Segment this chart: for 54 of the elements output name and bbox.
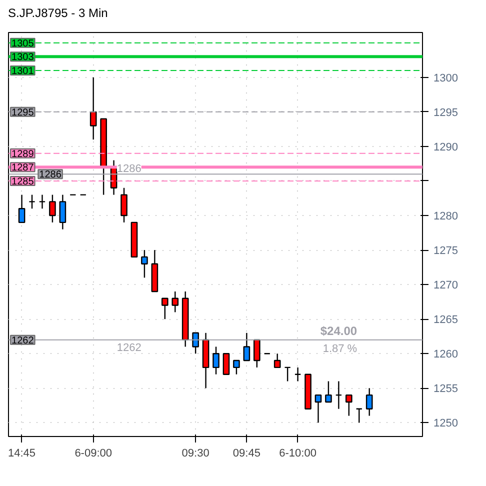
y-tick-label: 1270	[434, 280, 458, 292]
x-tick-label: 6-10:00	[279, 448, 316, 460]
y-tick-label: 1250	[434, 418, 458, 430]
ref-line-label: 1303	[12, 52, 34, 64]
candlestick	[356, 408, 363, 424]
candlestick	[18, 194, 26, 224]
candlestick	[192, 332, 199, 354]
ref-line-label: 1301	[12, 66, 34, 77]
chart-title: S.JP.J8795 - 3 Min	[8, 5, 108, 22]
ref-line-label: 1295	[12, 107, 34, 118]
y-tick-label: 1260	[434, 348, 458, 361]
candlestick	[345, 394, 352, 416]
ref-line-label: 1262	[12, 335, 34, 346]
ref-line-label: 1285	[12, 176, 34, 188]
candlestick	[243, 332, 250, 362]
candlestick	[325, 380, 332, 403]
annotation: 1.87 %	[322, 342, 358, 355]
annotation: 1286	[116, 163, 142, 176]
candlestick	[28, 194, 36, 210]
candlestick	[294, 366, 302, 382]
y-tick-label: 1300	[434, 72, 458, 84]
candlestick	[161, 298, 168, 320]
candlestick	[141, 249, 148, 278]
candlestick	[212, 346, 220, 375]
ref-line-label: 1287	[12, 162, 34, 174]
candlestick	[366, 388, 373, 416]
x-tick-label: 14:45	[8, 448, 36, 460]
candlestick	[59, 194, 66, 230]
x-tick-label: 09:45	[232, 448, 260, 460]
candlestick	[38, 194, 46, 210]
candlestick	[49, 194, 56, 224]
candlestick	[172, 290, 179, 313]
ref-line-label: 1305	[12, 38, 34, 50]
candlestick	[284, 366, 291, 382]
ref-line-label: 1286	[39, 170, 62, 181]
candlestick	[120, 187, 128, 224]
annotation: $24.00	[320, 324, 358, 338]
candlestick	[314, 394, 322, 424]
candlestick	[253, 339, 260, 368]
y-tick-label: 1295	[434, 106, 458, 119]
candlestick	[233, 360, 240, 375]
x-tick-label: 6-09:00	[74, 448, 112, 460]
ref-line-label: 1289	[12, 148, 34, 160]
x-tick-label: 09:30	[182, 448, 210, 460]
y-tick-label: 1290	[434, 141, 458, 154]
candlestick	[274, 353, 281, 368]
annotation: 1262	[116, 342, 142, 354]
candlestick	[90, 76, 97, 140]
candlestick	[335, 380, 342, 410]
candlestick	[222, 353, 230, 375]
y-tick-label: 1275	[434, 245, 458, 258]
y-tick-label: 1265	[434, 314, 458, 326]
y-tick-label: 1255	[434, 383, 458, 396]
y-tick-label: 1280	[434, 210, 458, 223]
